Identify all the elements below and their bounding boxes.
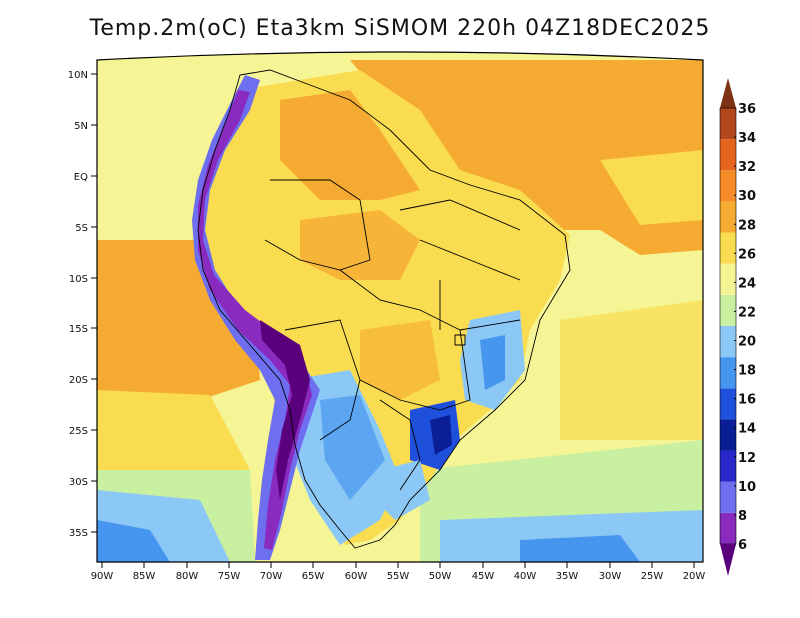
lon-label: 50W <box>429 571 452 582</box>
colorbar-label: 22 <box>738 305 756 320</box>
colorbar-label: 26 <box>738 247 756 262</box>
lat-label: 35S <box>69 528 88 539</box>
lon-label: 85W <box>133 571 156 582</box>
colorbar-segment <box>720 263 736 295</box>
border-paraguay <box>379 399 421 491</box>
field-central-atlantic <box>560 300 703 440</box>
lat-label: 30S <box>69 477 88 488</box>
lon-label: 45W <box>472 571 495 582</box>
colorbar-label: 12 <box>738 451 756 466</box>
colorbar-segment <box>720 232 736 264</box>
colorbar-segment <box>720 326 736 358</box>
lon-label: 35W <box>556 571 579 582</box>
colorbar-segment <box>720 170 736 202</box>
map-frame <box>96 51 704 563</box>
colorbar-segment <box>720 419 736 451</box>
field-south-atlantic-cool <box>440 510 703 562</box>
colorbar-label: 36 <box>738 102 756 117</box>
colorbar-label: 18 <box>738 364 756 379</box>
colorbar: 6 8 10 12 14 16 18 20 22 24 26 28 30 32 34 36 <box>719 78 756 576</box>
colorbar-max-arrow <box>720 78 736 108</box>
colorbar-segment <box>720 139 736 171</box>
lon-label: 55W <box>387 571 410 582</box>
map-title: Temp.2m(oC) Eta3km SiSMOM 220h 04Z18DEC2… <box>89 16 711 41</box>
country-borders <box>197 69 571 549</box>
lat-label: 10S <box>69 274 88 285</box>
field-uruguay <box>375 460 430 520</box>
lat-label: 5S <box>75 223 88 234</box>
border-brazil-west <box>264 179 371 271</box>
field-atlantic-mid <box>600 150 703 225</box>
colorbar-label: 10 <box>738 480 756 495</box>
continent-outline <box>197 69 571 549</box>
colorbar-label: 16 <box>738 393 756 408</box>
colorbar-segment <box>720 201 736 233</box>
field-warm-atlantic <box>350 60 703 255</box>
colorbar-min-arrow <box>720 544 736 576</box>
lat-label: 15S <box>69 324 88 335</box>
colorbar-label: 30 <box>738 189 756 204</box>
field-amazon-south <box>300 210 420 280</box>
lon-label: 20W <box>683 571 706 582</box>
lon-label: 30W <box>599 571 622 582</box>
colorbar-segment <box>720 108 736 140</box>
colorbar-label: 6 <box>738 538 747 553</box>
field-south-brazil-cold <box>430 415 452 455</box>
longitude-axis: 90W 85W 80W 75W 70W 65W 60W 55W 50W 45W … <box>91 562 706 582</box>
field-argentina-cool <box>320 395 385 500</box>
colorbar-segments <box>719 107 737 545</box>
lon-label: 75W <box>218 571 241 582</box>
colorbar-label: 20 <box>738 335 756 350</box>
border-brazil-states <box>399 199 521 331</box>
colorbar-label: 14 <box>738 422 756 437</box>
colorbar-segment <box>720 512 736 544</box>
colorbar-label: 32 <box>738 160 756 175</box>
lat-label: EQ <box>74 172 88 183</box>
field-south-atlantic-cold <box>520 535 640 562</box>
colorbar-label: 8 <box>738 509 747 524</box>
lon-label: 40W <box>514 571 537 582</box>
lat-label: 5N <box>74 121 88 132</box>
lat-label: 20S <box>69 375 88 386</box>
lon-label: 65W <box>302 571 325 582</box>
lon-label: 60W <box>345 571 368 582</box>
lon-label: 25W <box>641 571 664 582</box>
field-south-pacific-cold <box>97 520 170 562</box>
border-brazil-central <box>339 269 471 411</box>
lat-label: 25S <box>69 426 88 437</box>
latitude-axis: 10N 5N EQ 5S 10S 15S 20S 25S 30S 35S <box>68 70 97 539</box>
colorbar-label: 34 <box>738 131 756 146</box>
colorbar-label: 28 <box>738 218 756 233</box>
border-federal-district <box>454 334 466 346</box>
temperature-field <box>97 52 703 562</box>
lon-label: 70W <box>260 571 283 582</box>
field-altiplano <box>260 320 310 500</box>
field-pacific-mid <box>97 390 250 470</box>
colorbar-label: 24 <box>738 276 756 291</box>
field-amazon-north <box>280 90 420 200</box>
colorbar-segment <box>720 450 736 482</box>
lat-label: 10N <box>68 70 88 81</box>
field-southeast-cool <box>480 335 505 390</box>
lon-label: 80W <box>176 571 199 582</box>
colorbar-segment <box>720 481 736 513</box>
border-bolivia <box>284 319 361 441</box>
colorbar-segment <box>720 294 736 326</box>
lon-label: 90W <box>91 571 114 582</box>
colorbar-segment <box>720 388 736 420</box>
colorbar-labels: 6 8 10 12 14 16 18 20 22 24 26 28 30 32 34 36 <box>734 102 756 553</box>
colorbar-segment <box>720 357 736 389</box>
field-chaco <box>360 320 440 400</box>
